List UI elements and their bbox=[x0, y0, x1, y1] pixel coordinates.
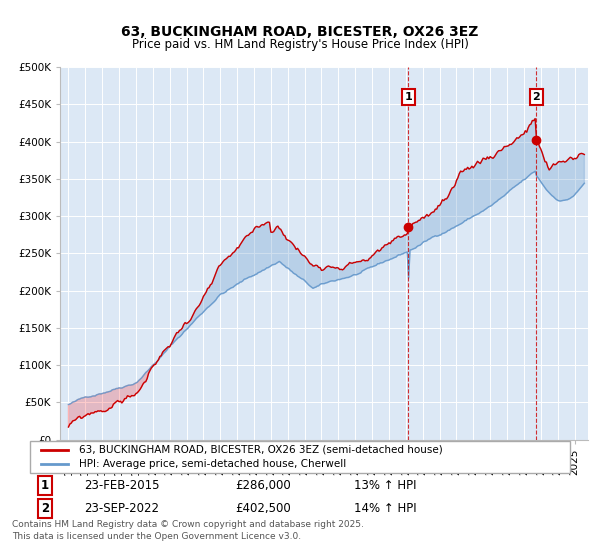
Text: 63, BUCKINGHAM ROAD, BICESTER, OX26 3EZ: 63, BUCKINGHAM ROAD, BICESTER, OX26 3EZ bbox=[121, 25, 479, 39]
Text: Price paid vs. HM Land Registry's House Price Index (HPI): Price paid vs. HM Land Registry's House … bbox=[131, 38, 469, 51]
Text: HPI: Average price, semi-detached house, Cherwell: HPI: Average price, semi-detached house,… bbox=[79, 459, 346, 469]
Text: 23-FEB-2015: 23-FEB-2015 bbox=[84, 479, 160, 492]
Text: 63, BUCKINGHAM ROAD, BICESTER, OX26 3EZ (semi-detached house): 63, BUCKINGHAM ROAD, BICESTER, OX26 3EZ … bbox=[79, 445, 442, 455]
Text: 2: 2 bbox=[41, 502, 49, 515]
FancyBboxPatch shape bbox=[30, 441, 570, 473]
Text: £402,500: £402,500 bbox=[235, 502, 291, 515]
Text: Contains HM Land Registry data © Crown copyright and database right 2025.
This d: Contains HM Land Registry data © Crown c… bbox=[12, 520, 364, 541]
Text: 23-SEP-2022: 23-SEP-2022 bbox=[84, 502, 159, 515]
Text: 1: 1 bbox=[404, 92, 412, 102]
Text: £286,000: £286,000 bbox=[235, 479, 291, 492]
Text: 14% ↑ HPI: 14% ↑ HPI bbox=[354, 502, 416, 515]
Text: 1: 1 bbox=[41, 479, 49, 492]
Text: 13% ↑ HPI: 13% ↑ HPI bbox=[354, 479, 416, 492]
Text: 2: 2 bbox=[532, 92, 540, 102]
